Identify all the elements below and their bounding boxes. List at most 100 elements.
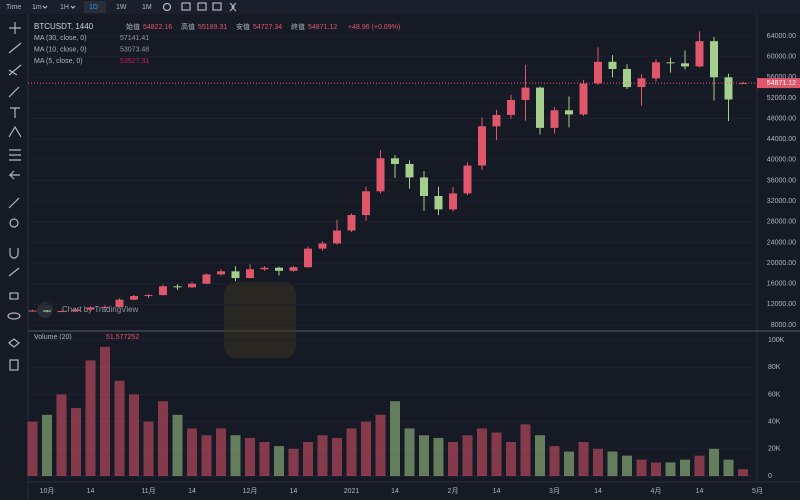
indicator-name: MA (30, close, 0) [34,35,87,42]
candle-body [130,296,138,300]
legend-value: 54822.16 [143,24,172,31]
legend-change: +48.96 (+0.09%) [348,24,400,31]
last-price-label: 54871.12 [767,80,796,87]
volume-bar [578,442,589,477]
y-tick-label: 40K [768,418,781,425]
volume-bar [564,451,574,477]
volume-bar [651,462,661,477]
candle-body [289,267,298,271]
drawing-tools[interactable] [7,22,22,371]
toolbar-button[interactable]: 1H [60,4,69,11]
legend-label: 安值 [236,22,250,31]
volume-bar [259,442,270,477]
candle-body [681,63,689,67]
toolbar-icons [162,2,237,12]
volume-bar [288,448,299,477]
legend-value: 55189.31 [198,24,227,31]
legend-label: 終值 [291,22,305,31]
indicator-value: 53527.31 [120,58,149,65]
toolbar-button[interactable]: 1W [116,4,127,11]
x-tick-label: 5月 [752,487,763,495]
volume-bar [636,459,647,477]
candle-body [463,165,472,194]
volume-bar [85,360,96,477]
candle-body [420,177,428,196]
volume-bar [549,446,560,477]
dropdown-arrow [42,5,76,9]
candle-body [202,274,211,284]
symbol[interactable]: BTCUSDT, 1440 [34,22,94,31]
toolbar-button[interactable]: 1D [89,4,98,11]
volume-bar [27,421,38,477]
candle-body [637,78,646,88]
candle-body [115,299,124,307]
candle-body [521,87,530,100]
x-tick-label: 12月 [243,487,258,495]
volume-bar [723,459,734,477]
watermark: Chart by TradingView [62,305,139,314]
candle-body [159,286,167,296]
volume-legend-value: 51.577252 [106,334,139,341]
toolbar-button[interactable]: 1M [142,4,152,11]
toolbar-button[interactable]: 1m [32,4,42,11]
y-tick-label: 52000.00 [767,95,796,102]
volume-bar [520,424,531,477]
watermark-logo [224,282,296,358]
volume-bar [477,428,487,477]
y-tick-label: 20K [768,446,781,453]
y-tick-label: 20000.00 [767,260,796,267]
volume-legend: Volume (20) [34,334,72,341]
candle-body [28,310,37,312]
legend-label: 始值 [126,22,140,31]
candle-body [536,87,544,128]
volume-bar [346,428,357,477]
y-tick-label: 48000.00 [767,115,796,122]
legend-value: 54727.34 [253,24,282,31]
candle-body [275,267,283,271]
x-tick-label: 14 [290,488,298,495]
candle-body [507,99,515,115]
x-tick-label: 14 [493,488,501,495]
x-tick-label: 14 [696,488,704,495]
toolbar-button[interactable]: Time [6,4,21,11]
y-tick-label: 64000.00 [767,33,796,40]
candle-body [565,110,573,115]
indicator-name: MA (5, close, 0) [34,58,83,65]
indicator-value: 57141.41 [120,35,149,42]
candle-body [594,61,602,84]
volume-bar [491,432,502,477]
x-tick-label: 14 [87,488,95,495]
candle-body [666,62,675,64]
candle-body [72,309,80,312]
candle-body [173,286,182,288]
candle-body [362,191,370,216]
volume-bar [419,435,429,477]
volume-bar [317,435,328,477]
legend-label: 高值 [181,22,195,31]
volume-bar [201,435,212,477]
volume-bar [143,421,154,477]
candle-body [579,83,588,115]
candle-body [231,271,240,279]
volume-bar [71,408,81,477]
volume-bar [390,401,400,477]
x-tick-label: 2月 [448,487,459,495]
volume-bar [56,394,67,477]
candle-body [492,114,501,127]
volume-bar [129,394,139,477]
candle-body [333,230,341,244]
y-tick-label: 24000.00 [767,239,796,246]
volume-bar [230,435,241,477]
volume-bar [665,462,676,477]
volume-bar [42,414,52,477]
candle-body [376,158,385,192]
volume-bar [303,442,313,477]
candle-body [623,69,631,88]
candle-body [101,306,109,308]
y-tick-label: 60000.00 [767,53,796,60]
candle-body [188,283,196,288]
x-tick-label: 11月 [141,487,155,495]
candle-body [710,41,718,78]
x-tick-label: 4月 [651,487,662,495]
